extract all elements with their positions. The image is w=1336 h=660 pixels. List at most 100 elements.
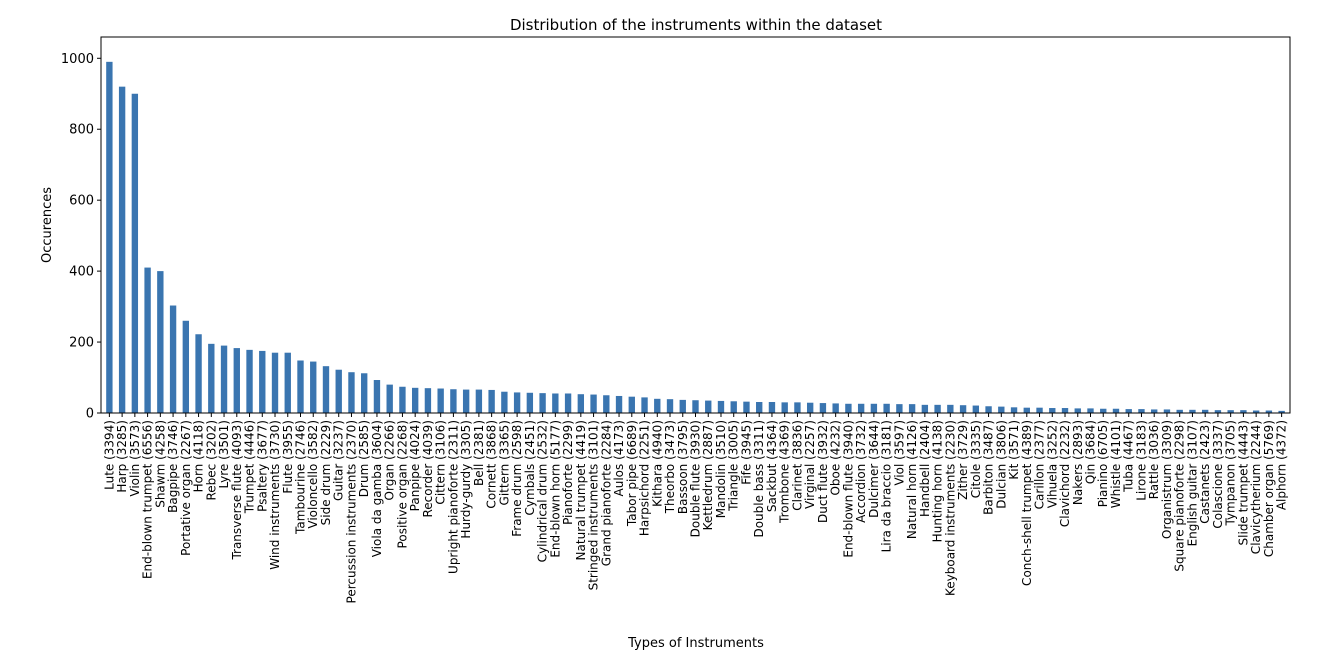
- x-tick-label: Double flute (3930): [689, 420, 703, 537]
- bar: [654, 398, 661, 413]
- bar: [1240, 410, 1247, 413]
- bar: [717, 400, 725, 413]
- x-tick-label: Alphorn (4372): [1275, 420, 1289, 510]
- x-tick-label: Double bass (3311): [752, 420, 766, 538]
- bar: [1176, 409, 1183, 413]
- x-axis: Lute (3394)Harp (3285)Violin (3573)End-b…: [102, 413, 1289, 603]
- bar: [806, 402, 814, 413]
- x-tick-label: Grand pianoforte (2284): [599, 420, 613, 566]
- x-tick-label: Lyre (3501): [217, 420, 231, 488]
- bar: [246, 349, 253, 413]
- bar: [220, 345, 228, 413]
- x-tick-label: Positive organ (2268): [395, 420, 409, 548]
- y-tick-label: 800: [69, 123, 94, 138]
- bar: [450, 389, 457, 413]
- bar: [475, 389, 483, 413]
- x-tick-label: Cittern (3106): [434, 420, 448, 505]
- x-tick-label: Pianino (6705): [1096, 420, 1110, 507]
- bar: [462, 389, 470, 413]
- x-tick-label: Bell (2381): [472, 420, 486, 486]
- x-tick-label: Harpsichord (2251): [638, 420, 652, 536]
- bar: [870, 403, 878, 413]
- x-tick-label: Accordion (3732): [854, 420, 868, 523]
- x-tick-label: Cylindrical drum (2532): [536, 420, 550, 562]
- x-tick-label: Violoncello (3582): [306, 420, 320, 529]
- bar: [373, 380, 381, 413]
- bar: [1125, 409, 1132, 413]
- x-tick-label: Tympanon (3705): [1224, 420, 1238, 527]
- bar: [985, 406, 992, 413]
- x-tick-label: Fife (3945): [739, 420, 753, 485]
- bar: [1023, 407, 1030, 413]
- x-tick-label: Wind instruments (3730): [268, 420, 282, 570]
- bar: [106, 61, 113, 413]
- x-tick-label: Portative organ (2267): [179, 420, 193, 556]
- bar: [322, 366, 330, 413]
- x-tick-label: Colascione (3337): [1211, 420, 1225, 529]
- bar: [1252, 410, 1260, 413]
- bar: [1049, 408, 1056, 413]
- bar: [1061, 408, 1069, 413]
- x-tick-label: Bassoon (3795): [676, 420, 690, 514]
- y-tick-label: 1000: [61, 52, 94, 67]
- bar: [1010, 407, 1018, 413]
- bar: [857, 403, 865, 413]
- bar: [1278, 410, 1285, 413]
- bar: [526, 392, 534, 413]
- bar: [552, 393, 559, 413]
- bar: [348, 372, 355, 413]
- x-tick-label: Drum (2585): [357, 420, 371, 497]
- bar: [921, 404, 929, 413]
- x-tick-label: Flute (3955): [281, 420, 295, 494]
- bar: [743, 401, 750, 413]
- bar: [1074, 408, 1081, 413]
- x-tick-label: Vihuela (3252): [1045, 420, 1059, 508]
- x-tick-label: Citole (3335): [969, 420, 983, 498]
- bar: [641, 397, 648, 413]
- x-tick-label: Kithara (4940): [650, 420, 664, 507]
- bar: [705, 400, 712, 413]
- bar: [118, 86, 126, 413]
- x-tick-label: Slide trumpet (4443): [1236, 420, 1250, 545]
- bar: [679, 399, 686, 413]
- bar: [488, 389, 495, 413]
- x-tick-label: Dulcimer (3644): [867, 420, 881, 518]
- x-tick-label: Recorder (4039): [421, 420, 435, 518]
- bar: [666, 399, 674, 413]
- x-tick-label: Barbiton (3487): [982, 420, 996, 515]
- x-tick-label: End-blown flute (3940): [841, 420, 855, 558]
- bar: [577, 394, 585, 413]
- bars-group: [106, 61, 1285, 413]
- x-tick-label: Percussion instruments (2370): [344, 420, 358, 603]
- bar: [819, 403, 827, 413]
- bar: [564, 393, 572, 413]
- x-tick-label: Castanets (2423): [1198, 420, 1212, 524]
- bar: [603, 395, 610, 413]
- x-tick-label: Triangle (3005): [727, 420, 741, 512]
- bar: [692, 400, 699, 413]
- bar: [972, 405, 980, 413]
- bar: [590, 394, 597, 413]
- bar: [259, 350, 266, 413]
- bar: [1163, 409, 1171, 413]
- bar: [947, 404, 954, 413]
- x-tick-label: Upright pianoforte (2311): [446, 420, 460, 574]
- x-tick-label: Bagpipe (3746): [166, 420, 180, 513]
- bar: [832, 403, 839, 413]
- x-tick-label: Shawm (4258): [153, 420, 167, 508]
- bar: [1100, 408, 1107, 413]
- x-tick-label: Duct flute (3932): [816, 420, 830, 523]
- x-tick-label: Psaltery (3677): [255, 420, 269, 512]
- x-tick-label: Kit (3571): [1007, 420, 1021, 480]
- x-tick-label: Nakers (2893): [1071, 420, 1085, 505]
- x-tick-label: Clavicytherium (2244): [1249, 420, 1263, 554]
- bar: [513, 392, 521, 413]
- bar: [144, 267, 151, 413]
- y-tick-label: 600: [69, 194, 94, 209]
- bar: [335, 369, 342, 413]
- x-tick-label: Qin (3684): [1084, 420, 1098, 484]
- x-tick-label: Organ (2266): [383, 420, 397, 500]
- x-tick-label: Natural horn (4126): [905, 420, 919, 539]
- x-tick-label: Clavichord (2232): [1058, 420, 1072, 527]
- bar: [1227, 410, 1234, 413]
